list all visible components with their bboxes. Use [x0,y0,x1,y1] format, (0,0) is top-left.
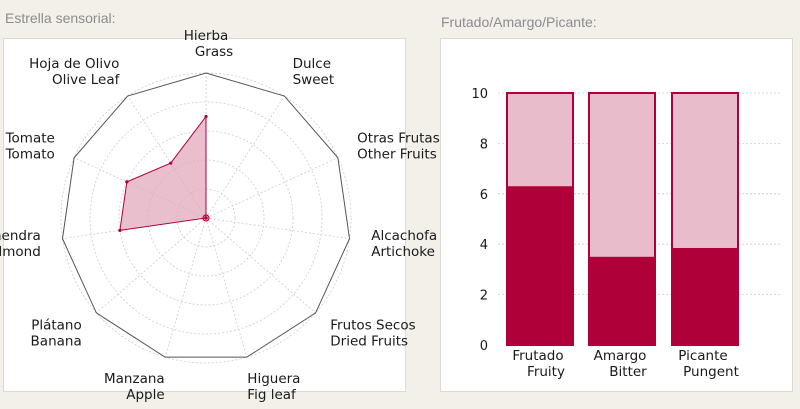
radar-axis-label-en: Banana [31,334,82,350]
bar-y-tick-label: 8 [480,137,488,152]
radar-axis-label-es: Hierba [184,28,229,44]
bar-category-label: Amargo Bitter [594,348,648,380]
radar-axis-label-es: Frutos Secos [330,318,415,334]
radar-axis-label-es: Dulce [293,56,331,72]
radar-data-point [204,216,208,220]
radar-axis-label-en: Other Fruits [357,146,437,162]
radar-axis-label-es: Hoja de Olivo [29,56,119,72]
radar-axis-label: Hoja de Olivo Olive Leaf [29,56,121,88]
radar-axis-label-en: Tomato [5,146,55,162]
radar-spoke [205,217,350,240]
radar-grid-ring [60,72,352,364]
radar-center-marker [202,214,210,222]
radar-axis-label-en: Artichoke [371,244,435,260]
radar-axis-label: Alcachofa Artichoke [371,228,437,260]
bar-panel-title: Frutado/Amargo/Picante: [441,14,597,30]
radar-spoke [164,217,207,358]
radar-axis-label: Otras Frutas Other Fruits [357,130,440,162]
bar-y-tick-label: 4 [480,238,488,253]
radar-axis-label-es: Almendra [0,228,41,244]
radar-spoke [96,217,207,314]
bar-y-tick-label: 10 [471,87,488,102]
radar-spoke [205,95,285,219]
radar-data-point [204,114,208,119]
bar-y-tick-label: 6 [480,188,488,203]
radar-axis-label-en: Olive Leaf [52,72,121,88]
radar-axis-label-es: Manzana [104,371,165,387]
bar-value [589,256,655,345]
radar-axis-label-en: Apple [126,387,164,403]
bar-value [507,186,573,345]
radar-axis-label: Dulce Sweet [293,56,335,88]
radar-spoke [205,157,339,219]
radar-data-point [125,180,129,184]
bar-category-label-en: Fruity [527,364,565,380]
radar-axis-label: Higuera Fig leaf [247,371,300,403]
bar-y-tick-label: 2 [480,289,488,304]
bar-category-label-es: Frutado [512,348,563,364]
radar-frame [61,72,351,358]
radar-axis-label-en: Almond [0,244,41,260]
radar-axis-label-es: Otras Frutas [357,130,440,146]
radar-spoke [205,217,248,358]
radar-axis-label: Manzana Apple [104,371,165,403]
radar-axis-label-en: Dried Fruits [330,334,408,350]
radar-panel-title: Estrella sensorial: [5,10,116,26]
radar-axis-label: Hierba Grass [184,28,233,60]
radar-axis-label: Frutos Secos Dried Fruits [330,318,415,350]
bar-category-label-es: Amargo [594,348,647,364]
radar-series-area [119,115,207,231]
radar-axis-label-es: Tomate [5,130,55,146]
radar-axis-label-es: Plátano [31,318,82,334]
radar-axis-label: Plátano Banana [31,318,82,350]
bar-category-label: Frutado Fruity [512,348,565,380]
radar-grid-ring [89,101,323,335]
radar-axis-label-es: Higuera [247,371,300,387]
bar-category-label-en: Pungent [683,364,739,380]
bar-category-label-es: Picante [678,348,727,364]
radar-data-point [169,161,173,165]
bar-value [672,247,738,345]
bar-category-label-en: Bitter [609,364,647,380]
radar-axis-label-en: Fig leaf [247,387,297,403]
radar-axis-label: AlmendraAlmond [0,228,41,260]
bar-y-tick-label: 0 [480,339,488,354]
radar-axis-label-es: Alcachofa [371,228,437,244]
radar-axis-label: Tomate Tomato [5,130,55,162]
radar-spoke [205,217,316,314]
radar-data-point [118,228,122,232]
bar-category-label: Picante Pungent [678,348,739,380]
radar-axis-label-en: Sweet [293,72,335,88]
radar-axis-label-en: Grass [195,44,233,60]
